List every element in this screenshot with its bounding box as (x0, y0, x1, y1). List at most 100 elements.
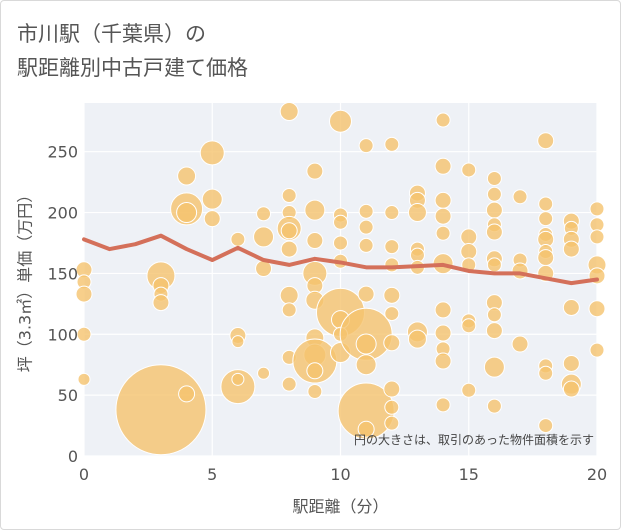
data-bubble (306, 232, 324, 250)
data-bubble (460, 228, 478, 246)
data-bubble (434, 324, 452, 342)
data-bubble (384, 257, 400, 273)
data-bubble (306, 362, 324, 380)
data-bubble (257, 366, 271, 380)
y-tick-label: 200 (47, 204, 78, 223)
data-bubble (483, 356, 505, 378)
data-bubble (231, 335, 245, 349)
data-bubble (538, 196, 554, 212)
data-bubble (279, 102, 299, 122)
data-bubble (435, 112, 451, 128)
data-bubble (537, 249, 555, 267)
data-bubble (384, 415, 400, 431)
data-bubble (485, 201, 503, 219)
data-bubble (199, 140, 225, 166)
data-bubble (176, 202, 198, 224)
data-bubble (461, 382, 477, 398)
y-tick-label: 0 (68, 447, 78, 466)
data-bubble (304, 199, 326, 221)
chart-title: 市川駅（千葉県）の 駅距離別中古戸建て価格 (17, 17, 248, 85)
data-bubble (76, 326, 92, 342)
data-bubble (230, 231, 246, 247)
data-bubble (115, 364, 207, 456)
data-bubble (77, 372, 91, 386)
chart-title-line-1: 市川駅（千葉県）の (17, 22, 206, 46)
x-tick-label: 20 (587, 465, 607, 484)
data-bubble (253, 226, 275, 248)
x-axis-label: 駅距離（分） (292, 497, 388, 516)
bubble-layer (75, 102, 607, 456)
data-bubble (511, 335, 529, 353)
data-bubble (434, 301, 452, 319)
data-bubble (280, 240, 298, 258)
data-bubble (384, 306, 400, 322)
data-bubble (75, 285, 93, 303)
data-bubble (357, 420, 375, 438)
data-bubble (537, 132, 555, 150)
data-bubble (152, 294, 170, 312)
data-bubble (486, 257, 502, 273)
data-bubble (407, 329, 427, 349)
data-bubble (434, 157, 452, 175)
data-bubble (589, 229, 605, 245)
data-bubble (511, 262, 529, 280)
data-bubble (358, 237, 374, 253)
data-bubble (384, 205, 400, 221)
data-bubble (461, 162, 477, 178)
x-tick-label: 15 (459, 465, 479, 484)
data-bubble (383, 334, 401, 352)
y-axis-label: 坪（3.3㎡）単価（万円） (16, 187, 35, 372)
trend-line (82, 233, 599, 286)
data-bubble (538, 211, 554, 227)
data-bubble (384, 136, 400, 152)
data-bubble (435, 397, 451, 413)
data-bubble (486, 307, 502, 323)
data-bubble (485, 223, 503, 241)
data-bubble (486, 170, 502, 186)
data-bubble (256, 206, 272, 222)
data-bubble (434, 191, 452, 209)
y-tick-label: 150 (47, 264, 78, 283)
data-bubble (306, 162, 324, 180)
x-tick-label: 10 (330, 465, 350, 484)
data-bubble (231, 372, 245, 386)
data-bubble (589, 201, 605, 217)
data-bubble (178, 385, 196, 403)
data-bubble (333, 214, 348, 230)
size-note: 円の大きさは、取引のあった物件面積を示す (354, 432, 594, 447)
data-bubble (281, 302, 297, 318)
data-bubble (383, 286, 401, 304)
y-tick-label: 250 (47, 143, 78, 162)
data-bubble (307, 383, 323, 399)
data-bubble (280, 222, 298, 240)
data-bubble (329, 109, 352, 133)
data-bubble (384, 239, 400, 255)
data-bubble (589, 342, 605, 358)
data-bubble (588, 300, 606, 318)
x-tick-label: 0 (79, 465, 89, 484)
data-bubble (383, 380, 401, 398)
data-bubble (384, 399, 400, 415)
data-bubble (486, 186, 502, 202)
data-bubble (434, 352, 452, 370)
data-bubble (434, 207, 452, 225)
chart-title-line-2: 駅距離別中古戸建て価格 (17, 56, 248, 80)
data-bubble (201, 188, 223, 210)
trend-layer (82, 233, 599, 286)
data-bubble (220, 369, 256, 405)
data-bubble (203, 210, 221, 228)
data-bubble (281, 376, 297, 392)
y-tick-label: 50 (58, 386, 78, 405)
data-bubble (538, 418, 554, 434)
data-bubble (435, 225, 451, 241)
data-bubble (562, 298, 580, 316)
data-bubble (177, 166, 197, 186)
data-bubble (562, 240, 580, 258)
data-bubble (279, 285, 299, 305)
data-bubble (407, 203, 427, 223)
data-bubble (281, 188, 297, 204)
data-bubble (357, 285, 375, 303)
data-bubble (358, 203, 374, 219)
